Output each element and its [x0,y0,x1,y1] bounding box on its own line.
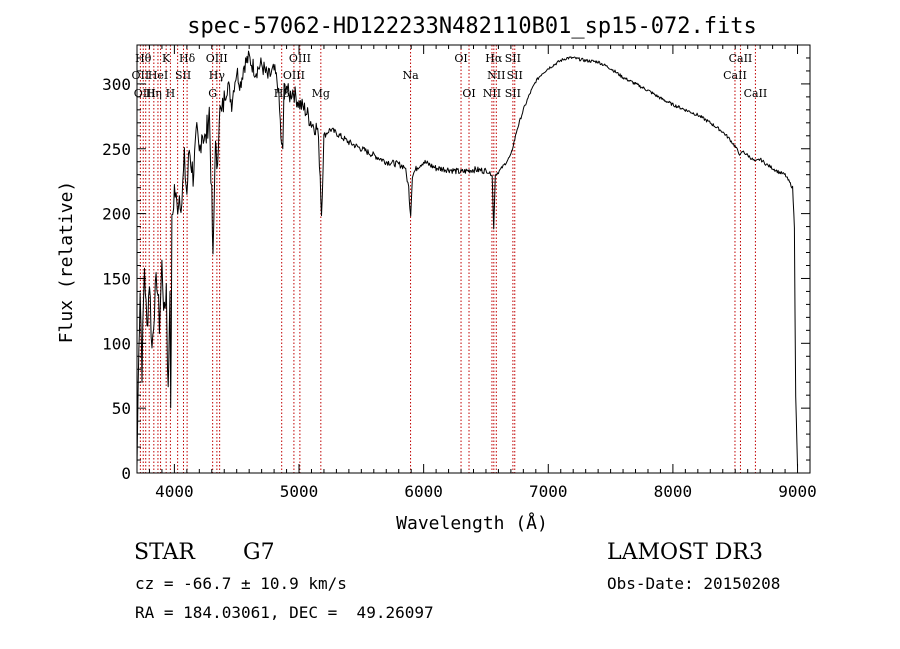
line-label: Hη [146,87,162,100]
y-tick-label: 50 [112,399,131,418]
y-axis-label: Flux (relative) [56,181,77,344]
y-tick-label: 300 [102,75,131,94]
line-label: K [162,52,171,65]
redshift-velocity: cz = -66.7 ± 10.9 km/s [135,574,347,593]
line-label: Hθ [135,52,152,65]
spectral-subclass: G7 [243,540,275,565]
emission-line-markers [139,45,756,473]
x-tick-label: 6000 [404,482,443,501]
line-label: OI [454,52,467,65]
x-tick-label: 8000 [654,482,693,501]
x-tick-label: 7000 [529,482,568,501]
flux-series-line [136,50,798,467]
y-axis-ticks: 0 50 100 150 200 250 300 [102,44,810,483]
line-label: OIII [289,52,311,65]
y-tick-label: 0 [121,464,131,483]
x-tick-label: 5000 [280,482,319,501]
plot-frame [136,44,811,474]
chart-title: spec-57062-HD122233N482110B01_sp15-072.f… [187,14,757,39]
line-label: OIII [283,69,305,82]
line-label: CaII [744,87,768,100]
x-axis-ticks: 4000 5000 6000 7000 8000 9000 [148,45,817,501]
line-label: Hα [485,52,503,65]
y-tick-label: 100 [102,334,131,353]
line-label: HeI [148,69,168,82]
y-tick-label: 200 [102,205,131,224]
line-label: CaII [729,52,753,65]
x-tick-label: 4000 [155,482,194,501]
line-label: SII [507,69,523,82]
ra-dec-coordinates: RA = 184.03061, DEC = 49.26097 [135,603,434,622]
y-tick-label: 150 [102,269,131,288]
y-tick-label: 250 [102,140,131,159]
line-label: SII [505,52,521,65]
line-label: CaII [723,69,747,82]
line-label: NII [487,69,505,82]
line-label: Hγ [209,69,226,82]
object-type: STAR [134,540,195,565]
survey-name: LAMOST DR3 [607,540,763,565]
x-tick-label: 9000 [778,482,817,501]
line-label: SII [505,87,521,100]
line-label: H [166,87,176,100]
line-label: Mg [312,87,330,100]
line-label: Na [402,69,419,82]
line-label: Hδ [179,52,196,65]
line-label: OI [462,87,475,100]
line-label: SII [175,69,191,82]
observation-date: Obs-Date: 20150208 [607,574,781,593]
line-label: OIII [206,52,228,65]
line-label: NII [483,87,501,100]
x-axis-label: Wavelength (Å) [396,512,548,534]
line-label: OII [132,69,150,82]
line-label: G [208,87,217,100]
